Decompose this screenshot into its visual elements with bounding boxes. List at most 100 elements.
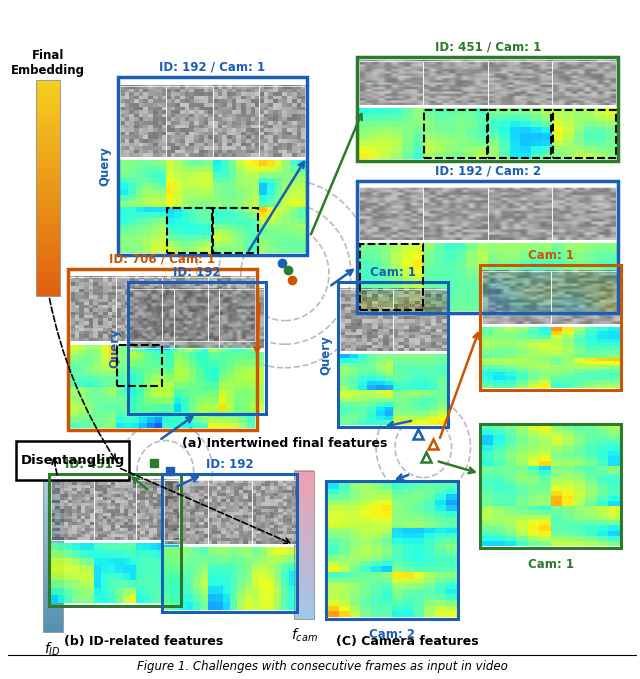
Bar <box>43 557 63 561</box>
Text: Final
Embedding: Final Embedding <box>12 49 85 77</box>
Text: (C) Camera features: (C) Camera features <box>336 635 479 648</box>
Bar <box>36 234 60 238</box>
Bar <box>36 79 60 84</box>
Bar <box>36 130 60 134</box>
Text: Cam: 1: Cam: 1 <box>371 266 417 279</box>
Bar <box>294 524 314 528</box>
Bar <box>43 623 63 627</box>
Bar <box>294 559 314 562</box>
Bar <box>43 519 63 522</box>
Bar <box>49 474 181 606</box>
Bar <box>43 626 63 629</box>
Bar <box>550 271 620 325</box>
Bar <box>36 90 60 94</box>
Text: Figure 1. Challenges with consecutive frames as input in video: Figure 1. Challenges with consecutive fr… <box>137 659 508 673</box>
Bar <box>43 510 63 513</box>
Text: (b) ID-related features: (b) ID-related features <box>64 635 223 648</box>
Bar <box>174 289 220 348</box>
Bar <box>482 271 550 325</box>
Bar <box>294 527 314 530</box>
Bar <box>43 492 63 496</box>
Bar <box>43 486 63 490</box>
Bar <box>43 498 63 502</box>
Bar <box>553 109 616 158</box>
Bar <box>162 474 298 612</box>
Bar <box>294 591 314 594</box>
Bar <box>118 77 307 255</box>
Bar <box>36 209 60 213</box>
Bar <box>36 219 60 224</box>
Bar <box>36 166 60 170</box>
Bar <box>36 202 60 206</box>
Bar <box>43 617 63 621</box>
Bar <box>294 608 314 612</box>
Bar <box>36 80 60 296</box>
Bar <box>36 105 60 109</box>
Bar <box>43 587 63 591</box>
Bar <box>340 289 394 351</box>
Bar <box>36 270 60 274</box>
Bar <box>294 532 314 535</box>
Bar <box>294 586 314 589</box>
Bar <box>43 602 63 606</box>
Bar <box>116 346 161 386</box>
Bar <box>36 119 60 124</box>
Bar <box>36 83 60 88</box>
Bar <box>294 470 314 473</box>
Bar <box>488 109 552 158</box>
Bar <box>359 61 424 105</box>
Bar <box>294 574 314 577</box>
Bar <box>43 507 63 511</box>
Text: Query: Query <box>99 146 112 186</box>
Bar <box>116 277 162 342</box>
Bar <box>43 471 63 475</box>
Bar <box>167 208 212 253</box>
Bar <box>36 285 60 289</box>
Bar <box>294 606 314 609</box>
Bar <box>43 454 63 632</box>
Text: $f_{ID}$: $f_{ID}$ <box>44 640 61 658</box>
Bar <box>294 613 314 617</box>
Bar <box>43 596 63 600</box>
Bar <box>36 87 60 91</box>
Text: ID: 192: ID: 192 <box>173 266 221 279</box>
Bar <box>36 259 60 263</box>
Bar <box>36 230 60 235</box>
Bar <box>43 474 63 478</box>
Bar <box>294 522 314 525</box>
Bar <box>43 495 63 498</box>
Bar <box>43 593 63 597</box>
Bar <box>294 504 314 508</box>
Bar <box>259 86 305 158</box>
Bar <box>36 126 60 130</box>
Bar <box>36 291 60 296</box>
Bar <box>394 289 447 351</box>
Bar <box>294 581 314 585</box>
Bar <box>36 238 60 242</box>
Bar <box>36 187 60 191</box>
Bar <box>43 569 63 573</box>
Bar <box>43 575 63 579</box>
Bar <box>162 277 209 342</box>
Bar <box>294 480 314 483</box>
Bar <box>43 483 63 487</box>
Bar <box>43 534 63 537</box>
Bar <box>294 596 314 600</box>
Bar <box>36 155 60 160</box>
Bar <box>36 277 60 281</box>
Bar <box>43 521 63 526</box>
Bar <box>36 108 60 113</box>
Bar <box>36 198 60 202</box>
Bar <box>294 542 314 545</box>
Text: Query: Query <box>108 328 122 368</box>
Bar <box>294 473 314 476</box>
Bar <box>43 584 63 588</box>
Bar <box>294 497 314 500</box>
Bar <box>36 141 60 145</box>
Text: Cam: 2: Cam: 2 <box>369 628 415 642</box>
Bar <box>36 213 60 217</box>
Bar <box>120 86 166 158</box>
Bar <box>36 115 60 120</box>
Bar <box>424 187 488 240</box>
Bar <box>36 112 60 116</box>
